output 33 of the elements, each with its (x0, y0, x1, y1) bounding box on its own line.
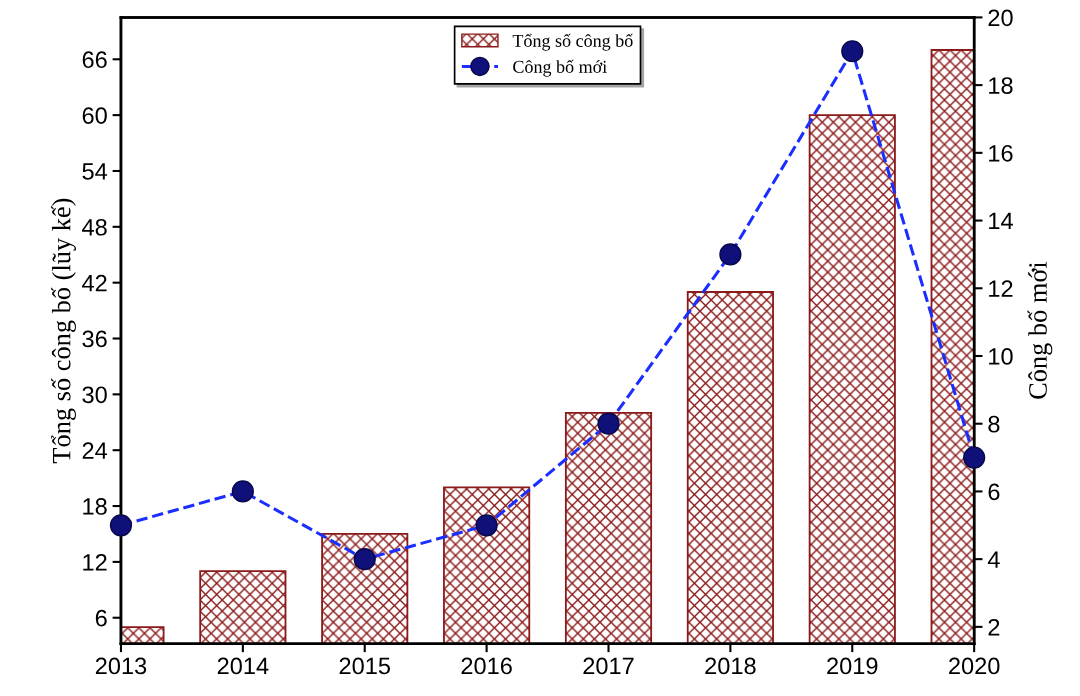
y2-tick-label: 8 (988, 415, 1000, 433)
y-tick-label: 6 (95, 609, 107, 627)
y2-tick-label: 12 (989, 280, 1013, 297)
y-tick-label: 30 (82, 386, 107, 404)
y-tick-label: 54 (82, 163, 108, 180)
y2-tick-label: 4 (987, 551, 1000, 568)
y2-tick-label: 10 (989, 348, 1013, 365)
y2-tick-label: 18 (989, 77, 1013, 94)
legend-label: Tổng số công bố (512, 33, 633, 51)
x-tick-label: 2015 (339, 657, 391, 675)
y2-tick-label: 2 (988, 618, 1000, 636)
y-axis-title: Tổng số công bố (lũy kế) (51, 198, 76, 464)
y2-axis-title: Công bố mới (1027, 261, 1053, 399)
y-tick-label: 60 (82, 107, 107, 124)
y2-tick-label: 14 (989, 212, 1013, 230)
x-tick-label: 2017 (583, 657, 634, 675)
y-tick-label: 42 (82, 274, 107, 292)
y-tick-label: 24 (82, 442, 108, 459)
y-tick-label: 18 (83, 498, 107, 515)
y-tick-label: 48 (82, 218, 107, 236)
y2-tick-label: 16 (989, 144, 1013, 162)
y2-tick-label: 6 (988, 483, 1000, 501)
x-tick-label: 2014 (217, 657, 269, 675)
y-tick-label: 12 (83, 553, 107, 571)
x-tick-label: 2020 (949, 657, 1000, 675)
x-tick-label: 2013 (95, 657, 147, 675)
x-tick-label: 2016 (461, 657, 512, 675)
y2-tick-label: 20 (988, 9, 1013, 27)
x-tick-label: 2018 (705, 657, 756, 675)
legend-label: Công bố mới (513, 59, 607, 77)
x-tick-label: 2019 (827, 657, 878, 675)
y-tick-label: 66 (82, 51, 107, 69)
y-tick-label: 36 (82, 330, 107, 348)
